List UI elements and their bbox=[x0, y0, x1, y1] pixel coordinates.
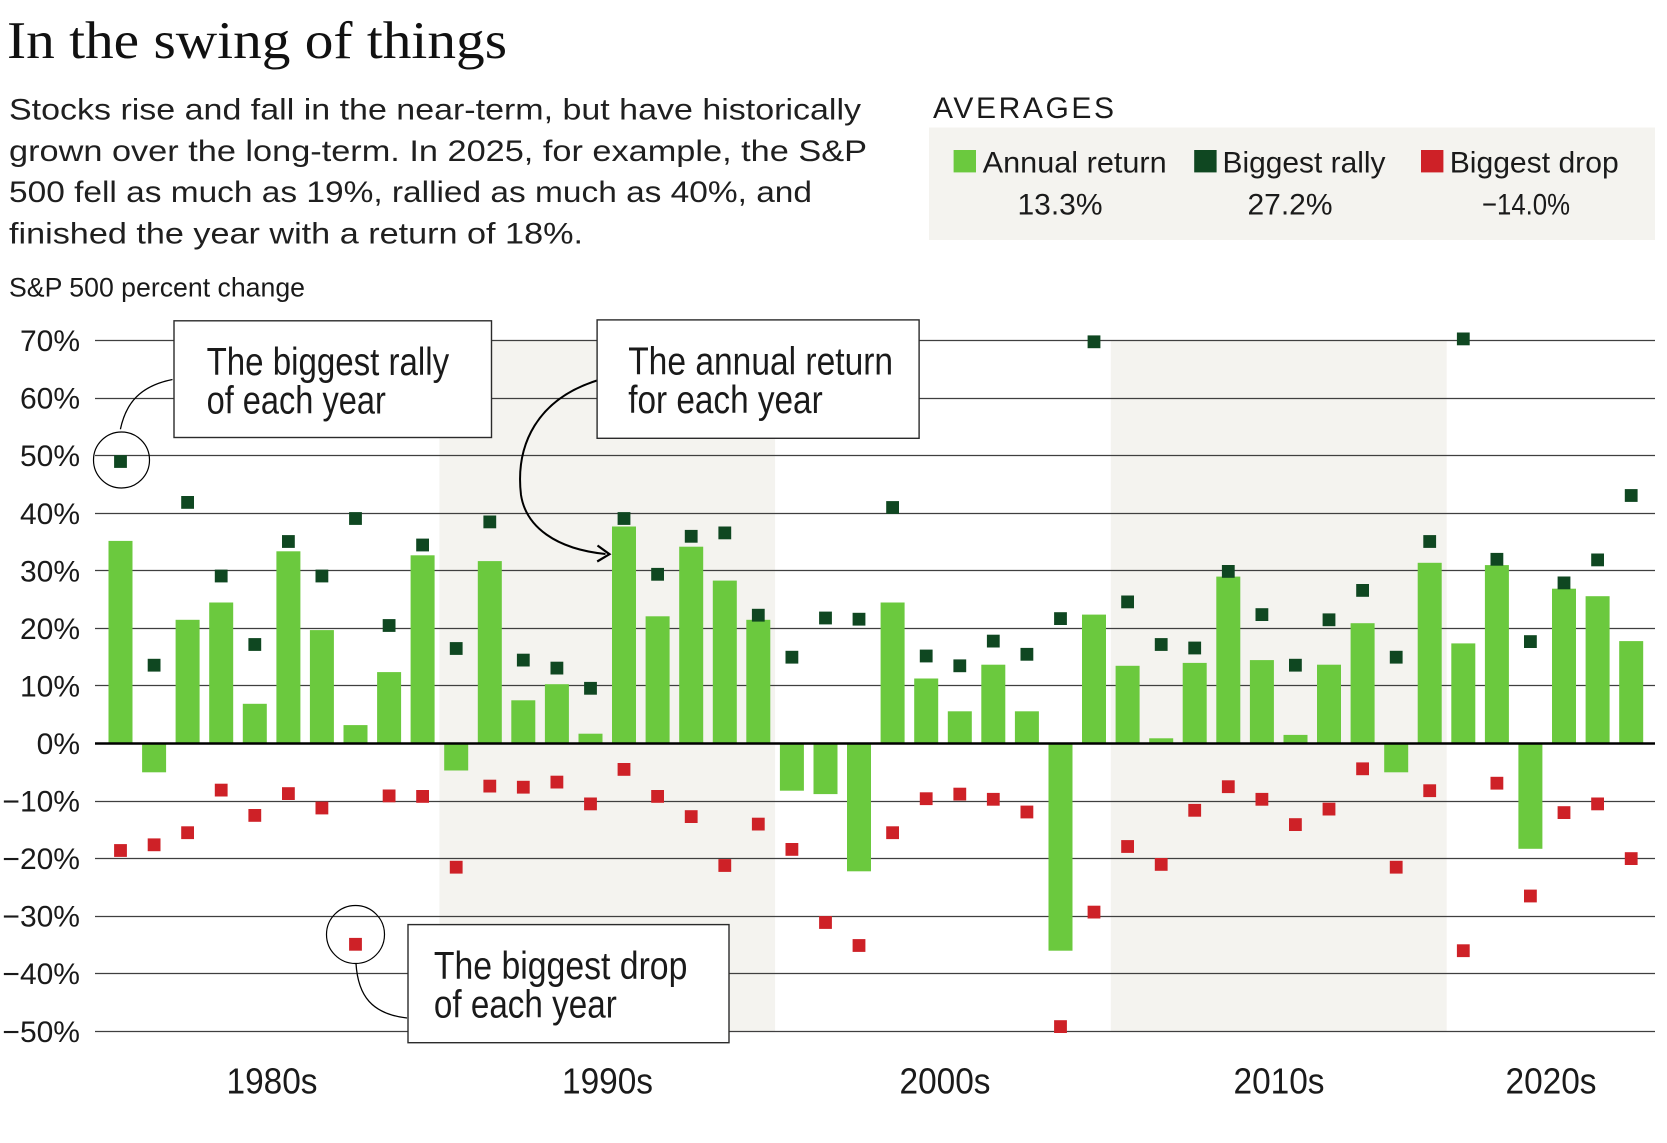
svg-text:−14.0%: −14.0% bbox=[1482, 188, 1570, 221]
svg-text:Biggest drop: Biggest drop bbox=[1450, 146, 1619, 179]
svg-text:40%: 40% bbox=[20, 498, 80, 531]
svg-text:30%: 30% bbox=[20, 555, 80, 588]
svg-text:Stocks rise and fall in the ne: Stocks rise and fall in the near-term, b… bbox=[9, 94, 861, 127]
svg-text:S&P 500 percent change: S&P 500 percent change bbox=[9, 273, 305, 303]
svg-text:AVERAGES: AVERAGES bbox=[933, 92, 1117, 125]
svg-text:The annual return: The annual return bbox=[628, 341, 893, 384]
svg-text:−10%: −10% bbox=[2, 786, 80, 819]
svg-text:2020s: 2020s bbox=[1506, 1061, 1597, 1102]
svg-text:−40%: −40% bbox=[2, 958, 80, 991]
svg-text:50%: 50% bbox=[20, 440, 80, 473]
svg-text:Biggest rally: Biggest rally bbox=[1223, 146, 1386, 179]
svg-text:of each year: of each year bbox=[207, 380, 386, 423]
svg-text:500 fell as much as 19%, ralli: 500 fell as much as 19%, rallied as much… bbox=[9, 176, 812, 209]
svg-text:In the swing of things: In the swing of things bbox=[7, 12, 507, 70]
svg-text:grown over the long-term. In 2: grown over the long-term. In 2025, for e… bbox=[9, 135, 867, 168]
svg-text:of each year: of each year bbox=[434, 984, 617, 1027]
svg-text:Annual return: Annual return bbox=[983, 146, 1167, 179]
svg-text:2000s: 2000s bbox=[900, 1061, 991, 1102]
svg-text:−20%: −20% bbox=[2, 843, 80, 876]
svg-text:10%: 10% bbox=[20, 671, 80, 704]
svg-text:−50%: −50% bbox=[2, 1016, 80, 1049]
svg-text:60%: 60% bbox=[20, 383, 80, 416]
svg-text:13.3%: 13.3% bbox=[1017, 188, 1102, 221]
svg-text:finished the year with a retur: finished the year with a return of 18%. bbox=[9, 217, 583, 250]
svg-text:27.2%: 27.2% bbox=[1247, 188, 1332, 221]
svg-text:0%: 0% bbox=[37, 728, 80, 761]
svg-text:The biggest rally: The biggest rally bbox=[207, 341, 450, 384]
svg-text:−30%: −30% bbox=[2, 901, 80, 934]
svg-text:1990s: 1990s bbox=[562, 1061, 653, 1102]
svg-text:for each year: for each year bbox=[628, 379, 823, 422]
svg-text:1980s: 1980s bbox=[227, 1061, 318, 1102]
svg-text:20%: 20% bbox=[20, 613, 80, 646]
svg-text:The biggest drop: The biggest drop bbox=[434, 945, 687, 988]
svg-text:70%: 70% bbox=[20, 325, 80, 358]
svg-text:2010s: 2010s bbox=[1234, 1061, 1325, 1102]
